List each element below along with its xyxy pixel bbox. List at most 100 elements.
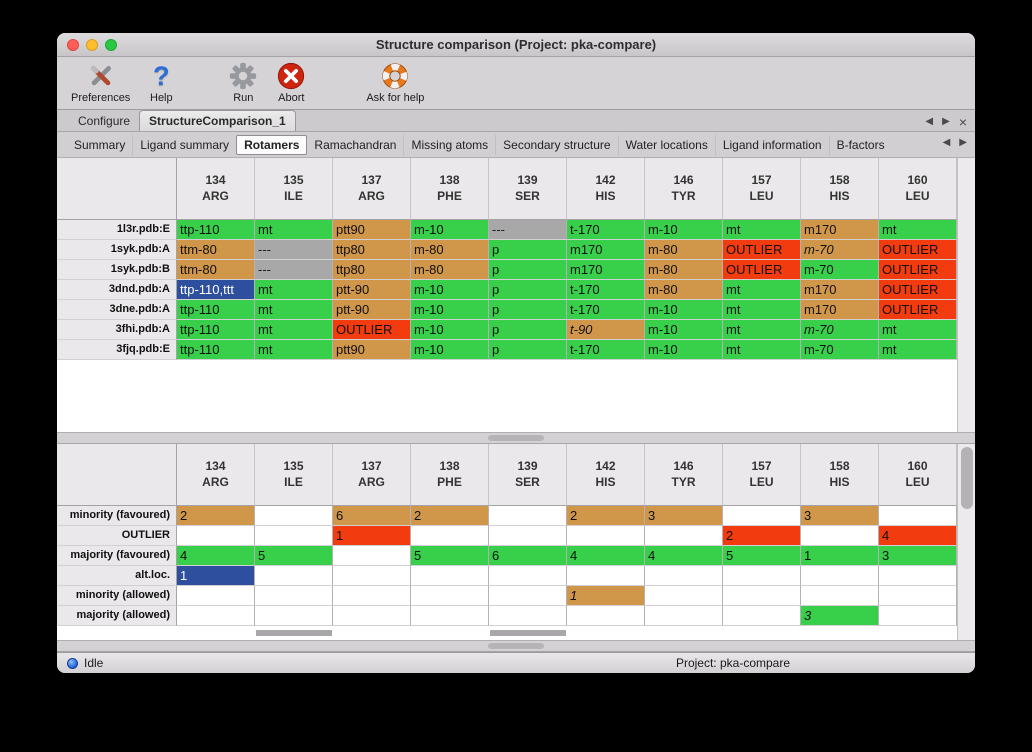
table-cell[interactable]: ttp-110 — [177, 300, 255, 320]
table-cell[interactable] — [879, 566, 957, 586]
table-cell[interactable] — [255, 606, 333, 626]
table-cell[interactable] — [645, 526, 723, 546]
table-cell[interactable]: mt — [255, 300, 333, 320]
table-cell[interactable]: 5 — [723, 546, 801, 566]
column-header-160[interactable]: 160 LEU — [879, 158, 957, 220]
table-cell[interactable] — [645, 606, 723, 626]
table-cell[interactable]: 1 — [333, 526, 411, 546]
abort-button[interactable]: Abort — [274, 60, 308, 105]
table-cell[interactable]: ptt-90 — [333, 280, 411, 300]
table-cell[interactable] — [801, 526, 879, 546]
help-button[interactable]: ? Help — [144, 60, 178, 105]
row-header[interactable]: 3dne.pdb:A — [57, 300, 177, 320]
column-header-138[interactable]: 138 PHE — [411, 444, 489, 506]
bottom-splitter[interactable] — [57, 640, 975, 652]
column-header-157[interactable]: 157 LEU — [723, 444, 801, 506]
column-header-139[interactable]: 139 SER — [489, 158, 567, 220]
table-cell[interactable]: m-70 — [801, 340, 879, 360]
next-tab-icon[interactable]: ▶ — [942, 116, 950, 127]
minimize-window-button[interactable] — [86, 38, 98, 51]
table-cell[interactable] — [177, 526, 255, 546]
preferences-button[interactable]: Preferences — [71, 60, 130, 105]
column-header-135[interactable]: 135 ILE — [255, 444, 333, 506]
row-header[interactable]: 1syk.pdb:B — [57, 260, 177, 280]
table-cell[interactable]: ttp-110 — [177, 340, 255, 360]
row-header[interactable]: 3fjq.pdb:E — [57, 340, 177, 360]
row-header[interactable]: 3fhi.pdb:A — [57, 320, 177, 340]
table-cell[interactable]: m-80 — [645, 280, 723, 300]
column-header-135[interactable]: 135 ILE — [255, 158, 333, 220]
table-cell[interactable]: 4 — [177, 546, 255, 566]
table-cell[interactable]: OUTLIER — [723, 260, 801, 280]
table-cell[interactable]: OUTLIER — [333, 320, 411, 340]
table-cell[interactable]: 4 — [879, 526, 957, 546]
row-header[interactable]: 1syk.pdb:A — [57, 240, 177, 260]
close-tab-icon[interactable]: × — [958, 114, 967, 130]
pane-splitter[interactable] — [57, 432, 975, 444]
subtab-rotamers[interactable]: Rotamers — [236, 134, 308, 155]
scrollbar-thumb[interactable] — [961, 447, 973, 509]
table-cell[interactable] — [567, 606, 645, 626]
table-cell[interactable]: p — [489, 340, 567, 360]
table-cell[interactable]: m-10 — [645, 300, 723, 320]
subtab-summary[interactable]: Summary — [74, 137, 126, 152]
table-cell[interactable]: 4 — [567, 546, 645, 566]
column-header-157[interactable]: 157 LEU — [723, 158, 801, 220]
column-header-142[interactable]: 142 HIS — [567, 158, 645, 220]
table-cell[interactable]: --- — [255, 240, 333, 260]
table-cell[interactable]: p — [489, 300, 567, 320]
table-cell[interactable] — [333, 606, 411, 626]
table-cell[interactable] — [255, 586, 333, 606]
table-cell[interactable]: ptt90 — [333, 220, 411, 240]
table-cell[interactable]: mt — [723, 220, 801, 240]
table-cell[interactable]: 2 — [177, 506, 255, 526]
table-cell[interactable]: mt — [255, 320, 333, 340]
subtab-secondary-structure[interactable]: Secondary structure — [495, 134, 617, 155]
table-cell[interactable]: m-10 — [411, 220, 489, 240]
table-cell[interactable] — [489, 526, 567, 546]
table-cell[interactable]: 6 — [489, 546, 567, 566]
table-cell[interactable]: m-10 — [411, 300, 489, 320]
subtab-ligand-information[interactable]: Ligand information — [714, 134, 829, 155]
table-cell[interactable] — [723, 506, 801, 526]
table-cell[interactable]: p — [489, 320, 567, 340]
table-cell[interactable]: 5 — [255, 546, 333, 566]
table-cell[interactable]: ttp80 — [333, 240, 411, 260]
table-cell[interactable] — [255, 566, 333, 586]
table-cell[interactable] — [333, 566, 411, 586]
table-cell[interactable]: t-170 — [567, 220, 645, 240]
table-cell[interactable]: mt — [879, 340, 957, 360]
table-cell[interactable] — [333, 586, 411, 606]
table-cell[interactable]: mt — [723, 340, 801, 360]
table-cell[interactable]: m-70 — [801, 240, 879, 260]
table-cell[interactable]: mt — [255, 340, 333, 360]
table-cell[interactable]: --- — [255, 260, 333, 280]
table-cell[interactable] — [879, 606, 957, 626]
table-cell[interactable]: m170 — [567, 240, 645, 260]
table-cell[interactable] — [723, 606, 801, 626]
table-cell[interactable]: ttp-110 — [177, 220, 255, 240]
table-cell[interactable]: m-70 — [801, 260, 879, 280]
table-cell[interactable]: m-10 — [411, 280, 489, 300]
table-cell[interactable] — [177, 586, 255, 606]
table-cell[interactable]: mt — [255, 220, 333, 240]
prev-tab-icon[interactable]: ◀ — [925, 116, 934, 127]
table-cell[interactable] — [411, 526, 489, 546]
table-cell[interactable]: OUTLIER — [879, 240, 957, 260]
table-cell[interactable] — [255, 526, 333, 546]
table-cell[interactable] — [489, 586, 567, 606]
table-cell[interactable]: p — [489, 280, 567, 300]
zoom-window-button[interactable] — [105, 38, 117, 51]
column-header-137[interactable]: 137 ARG — [333, 444, 411, 506]
table-cell[interactable] — [723, 566, 801, 586]
run-button[interactable]: Run — [226, 60, 260, 105]
column-header-138[interactable]: 138 PHE — [411, 158, 489, 220]
table-cell[interactable]: 3 — [801, 506, 879, 526]
table-cell[interactable]: ttm-80 — [177, 240, 255, 260]
tab-structurecomparison-1[interactable]: StructureComparison_1 — [139, 110, 296, 131]
table-cell[interactable] — [333, 546, 411, 566]
table-cell[interactable]: m170 — [801, 220, 879, 240]
table-cell[interactable]: m-80 — [645, 260, 723, 280]
table-cell[interactable]: mt — [723, 280, 801, 300]
table-cell[interactable]: t-170 — [567, 300, 645, 320]
